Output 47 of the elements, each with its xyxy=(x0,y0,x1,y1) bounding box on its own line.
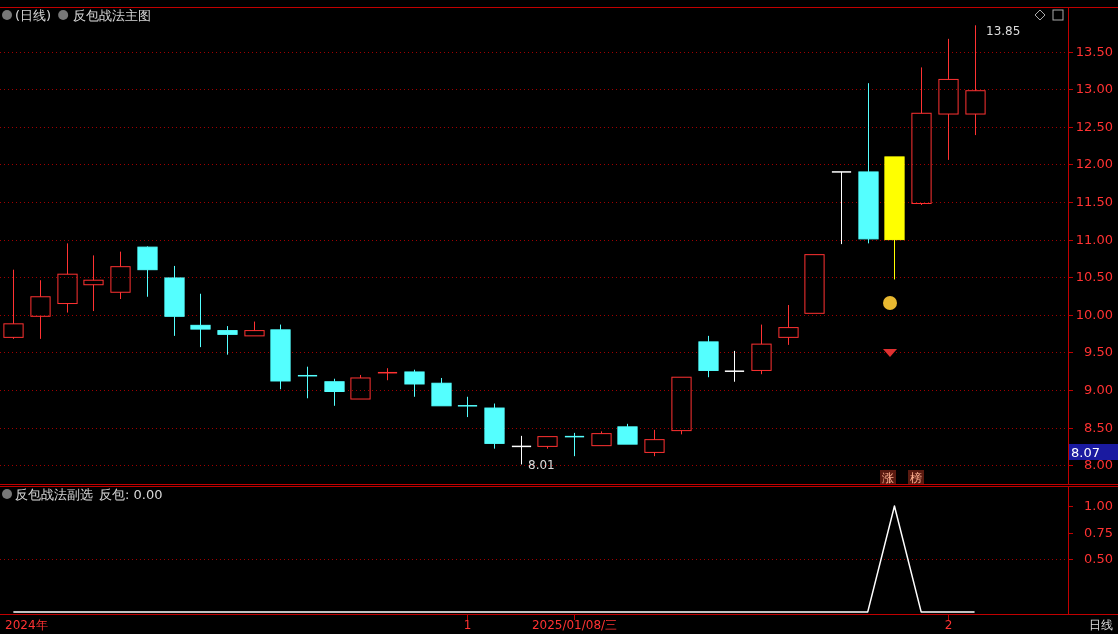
y-tick-label: 10.50 xyxy=(1075,269,1113,284)
candlestick xyxy=(884,156,905,280)
candlestick xyxy=(190,293,211,348)
candlestick xyxy=(57,242,78,314)
candlestick xyxy=(591,430,612,447)
y-tick-label: 0.75 xyxy=(1084,525,1113,540)
candlestick xyxy=(457,396,478,418)
candlestick xyxy=(831,171,852,245)
y-tick-label: 10.00 xyxy=(1075,307,1113,322)
y-tick-label: 11.00 xyxy=(1075,232,1113,247)
candlestick xyxy=(83,254,104,312)
y-tick-label: 9.50 xyxy=(1084,344,1113,359)
x-tick-label: 2025/01/08/三 xyxy=(531,618,618,632)
text: 8.07 xyxy=(1071,445,1100,460)
chart-subtitle: 反包战法主图 xyxy=(73,8,152,23)
x-tick-label: 1 xyxy=(463,618,472,632)
text: 日线 xyxy=(1089,618,1113,632)
chart-title: (日线) xyxy=(15,8,52,23)
y-tick-label: 12.50 xyxy=(1075,119,1113,134)
candlestick xyxy=(724,350,745,383)
annotation: 榜 xyxy=(910,471,922,485)
y-tick-label: 9.00 xyxy=(1084,382,1113,397)
candlestick xyxy=(804,254,825,314)
x-tick-label: 2 xyxy=(944,618,953,632)
y-tick-label: 1.00 xyxy=(1084,498,1113,513)
annotation: 13.85 xyxy=(986,24,1021,38)
y-tick-label: 8.50 xyxy=(1084,420,1113,435)
candlestick xyxy=(164,265,185,337)
y-tick-label: 13.50 xyxy=(1075,44,1113,59)
annotation: 8.01 xyxy=(528,458,555,472)
candlestick xyxy=(965,24,986,136)
y-tick-label: 12.00 xyxy=(1075,156,1113,171)
candlestick xyxy=(431,377,452,407)
y-tick-label: 8.00 xyxy=(1084,457,1113,472)
candlestick xyxy=(377,367,398,381)
candlestick xyxy=(564,432,585,457)
y-tick-label: 11.50 xyxy=(1075,194,1113,209)
annotation: 涨 xyxy=(882,471,894,485)
chart-title: 反包战法副选 xyxy=(15,487,93,502)
text: 2024年 xyxy=(5,618,48,632)
candlestick xyxy=(30,279,51,340)
candlestick xyxy=(297,366,318,399)
y-tick-label: 0.50 xyxy=(1084,551,1113,566)
candlestick xyxy=(537,436,558,450)
candlestick xyxy=(938,38,959,161)
chart-subtitle: 反包: 0.00 xyxy=(99,487,163,502)
y-tick-label: 13.00 xyxy=(1075,81,1113,96)
